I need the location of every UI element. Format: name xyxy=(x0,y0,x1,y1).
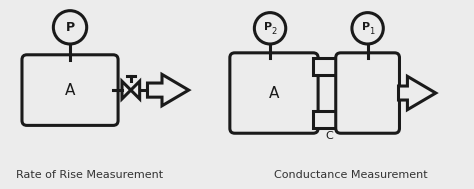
Text: A: A xyxy=(269,86,279,101)
FancyBboxPatch shape xyxy=(22,55,118,125)
FancyBboxPatch shape xyxy=(230,53,318,133)
Text: C: C xyxy=(325,131,333,141)
Polygon shape xyxy=(122,81,131,99)
Bar xyxy=(313,58,341,75)
Bar xyxy=(313,111,341,128)
Text: P: P xyxy=(65,21,74,34)
Text: Conductance Measurement: Conductance Measurement xyxy=(273,170,427,180)
Text: Rate of Rise Measurement: Rate of Rise Measurement xyxy=(16,170,163,180)
Text: 2: 2 xyxy=(271,27,277,36)
Polygon shape xyxy=(147,74,189,106)
Text: A: A xyxy=(65,83,75,98)
Polygon shape xyxy=(399,76,436,110)
Circle shape xyxy=(255,13,286,44)
Polygon shape xyxy=(131,81,140,99)
Circle shape xyxy=(352,13,383,44)
Text: P: P xyxy=(362,22,370,32)
Text: 1: 1 xyxy=(369,27,374,36)
FancyBboxPatch shape xyxy=(336,53,400,133)
Circle shape xyxy=(54,11,87,44)
Text: P: P xyxy=(264,22,272,32)
